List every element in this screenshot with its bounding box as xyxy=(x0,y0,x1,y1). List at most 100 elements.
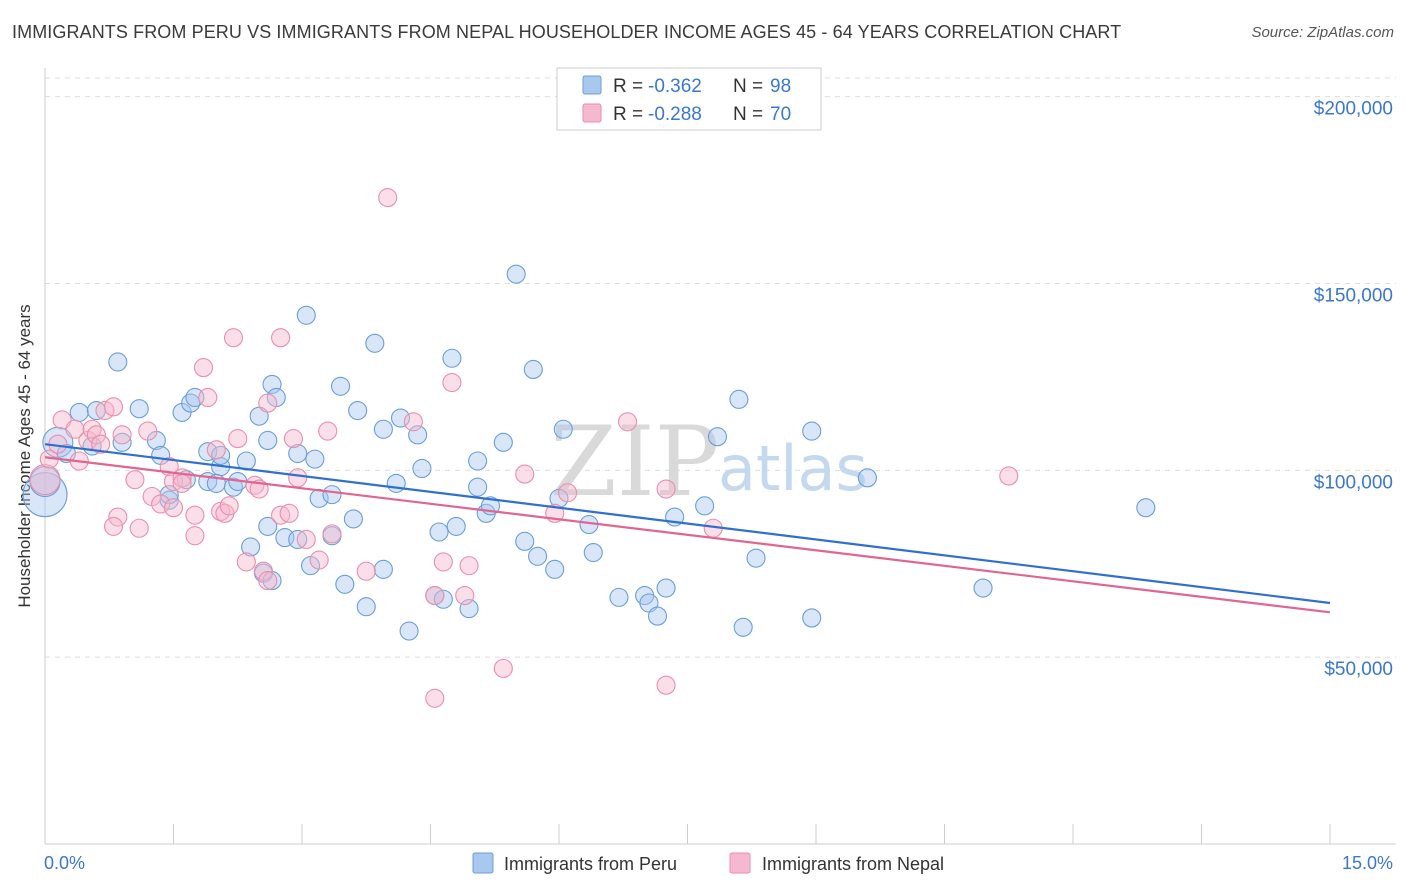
peru-point xyxy=(365,333,385,353)
peru-point xyxy=(468,477,488,497)
legend-nepal-r-label: R = xyxy=(613,104,643,125)
nepal-point xyxy=(403,412,423,432)
y-tick-label: $200,000 xyxy=(1314,99,1393,120)
peru-point xyxy=(468,451,488,471)
nepal-point xyxy=(378,188,398,208)
nepal-point xyxy=(425,585,445,606)
peru-point xyxy=(241,537,261,557)
nepal-point xyxy=(125,470,145,490)
peru-point xyxy=(129,399,149,419)
nepal-point xyxy=(442,372,462,393)
nepal-point xyxy=(322,524,342,544)
peru-point xyxy=(399,621,419,641)
nepal-point xyxy=(296,529,316,550)
series-nepal-points xyxy=(29,188,1019,708)
nepal-point xyxy=(309,550,329,570)
nepal-point xyxy=(91,434,111,454)
legend-peru-r-label: R = xyxy=(613,76,643,97)
nepal-point xyxy=(29,464,61,496)
legend-nepal-n-label: N = xyxy=(733,104,763,125)
peru-point xyxy=(112,432,132,452)
nepal-point xyxy=(433,552,453,572)
nepal-point xyxy=(219,496,239,516)
nepal-point xyxy=(455,585,475,606)
peru-point xyxy=(583,542,603,563)
nepal-point xyxy=(163,498,184,518)
legend-swatch-nepal xyxy=(582,103,602,123)
peru-point xyxy=(322,485,342,505)
legend-box: R = -0.362 N = 98 R = -0.288 N = 70 xyxy=(556,67,822,131)
peru-point xyxy=(802,608,822,628)
nepal-point xyxy=(425,688,445,708)
peru-point xyxy=(528,546,548,566)
peru-point xyxy=(446,516,466,536)
legend-peru-n-label: N = xyxy=(733,76,763,97)
bottom-legend: Immigrants from Peru Immigrants from Nep… xyxy=(472,852,944,874)
y-tick-label: $100,000 xyxy=(1314,472,1393,493)
nepal-point xyxy=(193,358,214,378)
peru-point xyxy=(493,432,513,452)
x-tick-label-min: 0.0% xyxy=(44,853,85,873)
nepal-point xyxy=(656,675,676,695)
peru-point xyxy=(857,468,877,488)
peru-point xyxy=(553,419,573,439)
peru-point xyxy=(296,305,316,325)
nepal-point xyxy=(172,473,192,493)
trend-lines xyxy=(44,443,1331,614)
peru-point xyxy=(973,578,993,598)
y-tick-label: $50,000 xyxy=(1324,659,1393,680)
peru-point xyxy=(373,419,393,439)
nepal-point xyxy=(558,483,578,503)
nepal-point xyxy=(65,419,85,439)
peru-point xyxy=(695,496,715,516)
nepal-point xyxy=(515,464,535,484)
peru-point xyxy=(335,574,355,594)
peru-point xyxy=(69,402,89,422)
peru-point xyxy=(707,427,728,447)
peru-point xyxy=(545,559,565,579)
peru-point xyxy=(108,352,128,372)
nepal-point xyxy=(318,421,338,441)
nepal-point xyxy=(279,503,299,523)
peru-point xyxy=(523,359,543,380)
peru-point xyxy=(609,587,629,607)
peru-point xyxy=(386,473,406,493)
watermark-zip: ZIP xyxy=(550,406,719,518)
peru-point xyxy=(429,522,449,542)
nepal-point xyxy=(206,440,226,460)
nepal-point xyxy=(271,328,291,348)
nepal-point xyxy=(228,429,248,449)
nepal-point xyxy=(138,421,158,441)
bottom-legend-swatch-nepal xyxy=(729,852,751,874)
peru-point xyxy=(442,348,462,368)
peru-point xyxy=(390,408,411,428)
nepal-point xyxy=(493,658,513,678)
peru-point xyxy=(412,458,432,479)
nepal-point xyxy=(283,429,303,449)
watermark-atlas: atlas xyxy=(718,432,868,505)
peru-point xyxy=(647,606,668,626)
nepal-point xyxy=(356,561,376,581)
peru-point xyxy=(356,597,376,617)
legend-nepal-r-value: -0.288 xyxy=(648,104,702,125)
nepal-point xyxy=(258,571,278,591)
nepal-point xyxy=(253,561,274,581)
peru-point xyxy=(258,430,278,450)
x-tick-label-max: 15.0% xyxy=(1342,853,1393,873)
legend-swatch-peru xyxy=(582,75,602,95)
nepal-point xyxy=(999,466,1019,486)
nepal-point xyxy=(112,425,132,445)
peru-point xyxy=(729,389,749,409)
legend-nepal-n-value: 70 xyxy=(770,104,791,125)
nepal-point xyxy=(103,397,124,417)
peru-point xyxy=(305,449,325,469)
bottom-legend-swatch-peru xyxy=(472,852,494,874)
y-axis-label: Householder Income Ages 45 - 64 years xyxy=(15,304,34,607)
peru-point xyxy=(288,443,308,464)
source-label: Source: ZipAtlas.com xyxy=(1251,24,1394,41)
y-tick-label: $150,000 xyxy=(1314,286,1393,307)
bottom-legend-peru: Immigrants from Peru xyxy=(504,854,677,874)
peru-point xyxy=(656,578,676,598)
nepal-point xyxy=(108,507,128,527)
series-peru-points xyxy=(22,264,1156,641)
